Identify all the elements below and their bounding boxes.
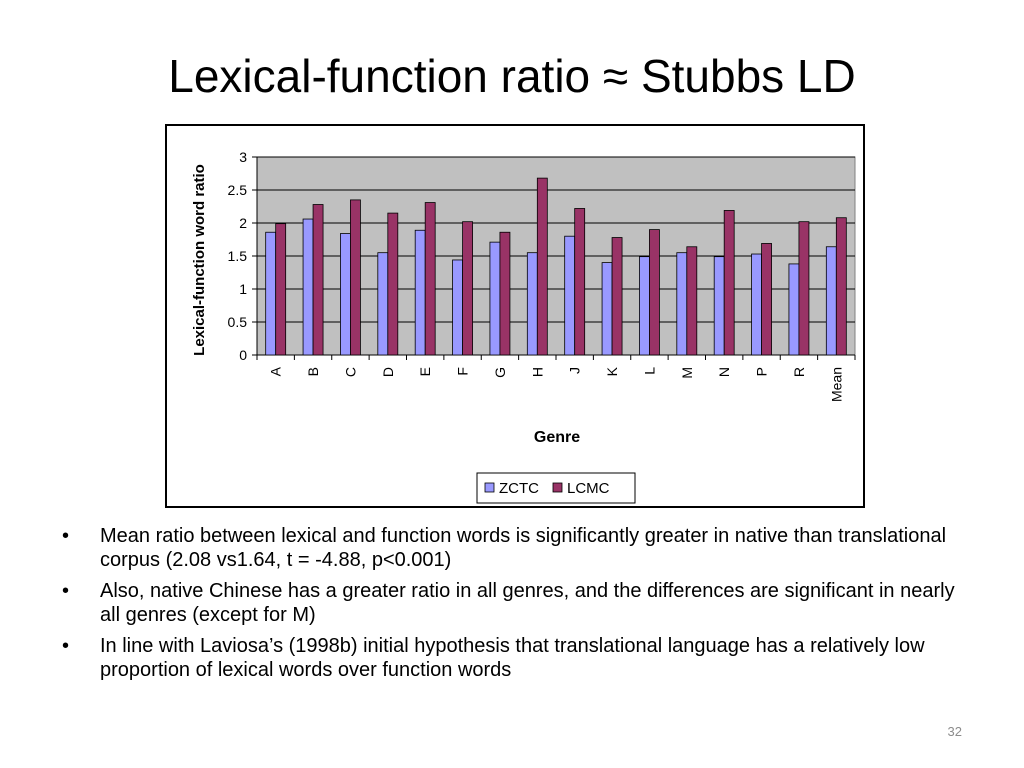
bar-zctc [414, 229, 426, 356]
legend-swatch-zctc [484, 482, 495, 493]
x-tick-label: A [268, 366, 284, 376]
x-tick-label: F [455, 367, 471, 376]
x-tick-label: E [417, 367, 433, 376]
y-tick-label: 0.5 [228, 314, 248, 330]
x-tick-label: L [641, 367, 657, 375]
bar-lcmc [835, 217, 847, 356]
bar-lcmc [723, 210, 735, 356]
bullet-text: In line with Laviosa’s (1998b) initial h… [100, 635, 925, 681]
bar-lcmc [798, 221, 810, 356]
bar-chart: 0 0.5 1 1.5 2 2.5 3 A B C D E F G H J K L M N P R Mean Genre Lex… [191, 149, 856, 504]
x-tick-label: J [567, 367, 583, 374]
bar-lcmc [686, 246, 698, 356]
bar-lcmc [761, 243, 772, 356]
bullet-marker: • [62, 580, 70, 602]
bar-zctc [676, 252, 688, 356]
x-tick-label: D [380, 367, 396, 377]
bullet-item: • Also, native Chinese has a greater rat… [62, 579, 962, 627]
y-tick-label: 2 [239, 215, 247, 231]
bar-zctc [452, 259, 463, 356]
bar-zctc [825, 246, 837, 356]
x-tick-label: C [342, 367, 358, 377]
chart-frame: 0 0.5 1 1.5 2 2.5 3 A B C D E F G H J K L M N P R Mean Genre Lex… [165, 124, 865, 508]
x-tick-label: M [679, 367, 695, 379]
bullet-item: • Mean ratio between lexical and functio… [62, 524, 962, 572]
bar-zctc [265, 231, 277, 356]
y-tick-label: 1.5 [228, 248, 248, 264]
x-tick-label: H [529, 367, 545, 377]
legend-label: ZCTC [499, 480, 539, 497]
bar-lcmc [387, 212, 399, 356]
bullet-text: Mean ratio between lexical and function … [100, 525, 947, 571]
bar-zctc [751, 253, 762, 356]
bar-lcmc [574, 208, 586, 356]
x-tick-label: Mean [828, 367, 844, 402]
bar-zctc [377, 252, 389, 356]
bar-lcmc [275, 223, 287, 356]
slide-title: Lexical-function ratio ≈ Stubbs LD [168, 50, 856, 102]
bar-lcmc [536, 177, 548, 356]
bar-lcmc [312, 204, 324, 356]
bar-lcmc [649, 229, 660, 356]
x-tick-label: G [492, 367, 508, 378]
bar-lcmc [424, 202, 436, 356]
bar-lcmc [462, 221, 473, 356]
x-tick-label: N [716, 367, 732, 377]
bar-zctc [713, 256, 725, 356]
bar-zctc [526, 252, 538, 356]
y-axis-title: Lexical-function word ratio [191, 164, 208, 356]
bullet-list: • Mean ratio between lexical and functio… [62, 524, 962, 689]
bar-zctc [564, 235, 576, 356]
bullet-marker: • [62, 525, 70, 547]
x-tick-label: P [754, 367, 770, 376]
y-tick-label: 2.5 [228, 182, 248, 198]
bar-lcmc [499, 231, 511, 356]
x-tick-label: K [604, 366, 620, 376]
bar-zctc [340, 233, 351, 356]
bullet-item: • In line with Laviosa’s (1998b) initial… [62, 634, 962, 682]
bullet-marker: • [62, 635, 70, 657]
x-tick-label: R [791, 367, 807, 377]
x-axis-title: Genre [534, 429, 580, 446]
y-tick-label: 3 [239, 149, 247, 165]
bullet-text: Also, native Chinese has a greater ratio… [100, 580, 955, 626]
bar-zctc [601, 262, 613, 356]
bar-zctc [302, 218, 314, 356]
bar-lcmc [611, 237, 623, 356]
legend-label: LCMC [567, 480, 610, 497]
bar-zctc [489, 241, 501, 356]
bar-zctc [788, 263, 800, 356]
x-tick-label: B [305, 367, 321, 376]
y-tick-label: 0 [239, 347, 247, 363]
legend-swatch-lcmc [552, 482, 563, 493]
bar-lcmc [350, 199, 361, 356]
y-tick-label: 1 [239, 281, 247, 297]
bar-zctc [639, 256, 650, 356]
page-number: 32 [947, 724, 962, 739]
